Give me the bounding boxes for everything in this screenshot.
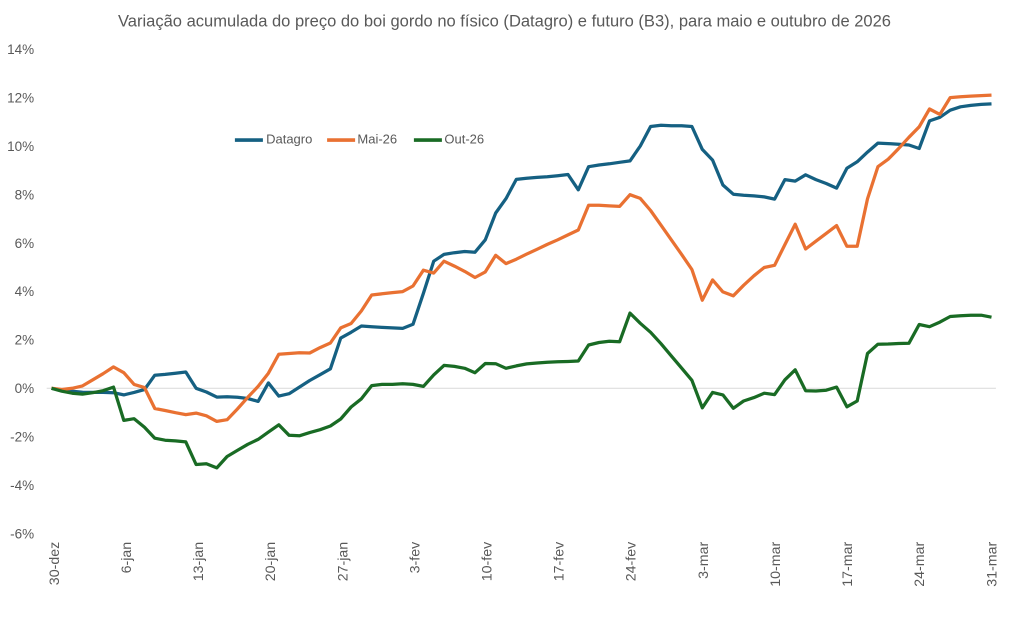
svg-text:2%: 2% (15, 333, 35, 348)
svg-text:6-jan: 6-jan (119, 542, 135, 574)
svg-text:17-fev: 17-fev (552, 541, 568, 581)
svg-text:8%: 8% (15, 187, 35, 202)
svg-text:6%: 6% (15, 236, 35, 251)
svg-text:14%: 14% (7, 42, 34, 57)
svg-text:-2%: -2% (10, 430, 34, 445)
svg-text:-4%: -4% (10, 478, 34, 493)
svg-text:4%: 4% (15, 284, 35, 299)
svg-text:Datagro: Datagro (266, 132, 312, 147)
svg-text:24-fev: 24-fev (624, 541, 640, 581)
svg-text:10%: 10% (7, 139, 34, 154)
svg-text:27-jan: 27-jan (335, 542, 351, 581)
svg-text:17-mar: 17-mar (840, 542, 856, 587)
svg-text:31-mar: 31-mar (984, 542, 1000, 587)
svg-text:-6%: -6% (10, 526, 34, 541)
svg-text:Out-26: Out-26 (444, 132, 484, 147)
svg-text:3-mar: 3-mar (696, 542, 712, 579)
svg-text:20-jan: 20-jan (263, 542, 279, 581)
svg-text:Mai-26: Mai-26 (357, 132, 397, 147)
svg-text:10-fev: 10-fev (480, 541, 496, 581)
svg-text:Variação acumulada do preço do: Variação acumulada do preço do boi gordo… (118, 13, 891, 31)
svg-text:13-jan: 13-jan (191, 542, 207, 581)
svg-text:24-mar: 24-mar (912, 542, 928, 587)
svg-text:0%: 0% (15, 381, 35, 396)
svg-text:12%: 12% (7, 91, 34, 106)
svg-text:10-mar: 10-mar (768, 542, 784, 587)
svg-text:30-dez: 30-dez (47, 542, 63, 585)
svg-text:3-fev: 3-fev (407, 541, 423, 573)
